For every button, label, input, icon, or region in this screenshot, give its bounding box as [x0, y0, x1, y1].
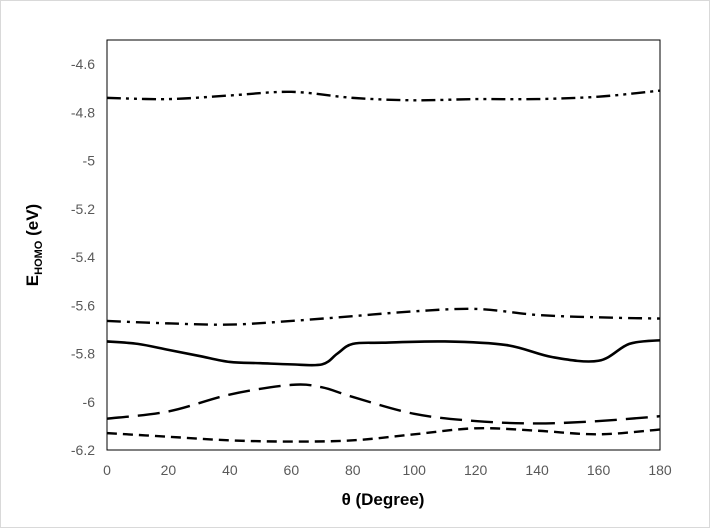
- x-axis-ticks: 0 20 40 60 80 100 120 140 160 180: [103, 462, 672, 478]
- x-tick-label: 40: [222, 462, 238, 478]
- y-axis-title: EHOMO (eV): [23, 204, 45, 286]
- x-axis-title: θ (Degree): [342, 490, 425, 509]
- x-tick-label: 20: [161, 462, 177, 478]
- y-tick-label: -4.8: [71, 104, 95, 120]
- x-tick-label: 160: [587, 462, 611, 478]
- x-tick-label: 140: [525, 462, 549, 478]
- y-tick-label: -5: [83, 153, 96, 169]
- y-axis-title-main: E: [23, 275, 42, 286]
- y-tick-label: -5.8: [71, 346, 95, 362]
- series-line-solid: [106, 338, 661, 367]
- y-tick-label: -6: [83, 394, 96, 410]
- y-axis-title-unit: (eV): [23, 204, 42, 241]
- series-line-dash-dot-dot: [106, 89, 661, 102]
- x-tick-label: 180: [648, 462, 672, 478]
- y-tick-label: -6.2: [71, 442, 95, 458]
- series-line-long-dash: [106, 383, 661, 425]
- y-tick-label: -5.2: [71, 201, 95, 217]
- x-tick-label: 0: [103, 462, 111, 478]
- x-tick-label: 80: [345, 462, 361, 478]
- plot-area: [106, 39, 661, 451]
- series-line-short-dash: [106, 426, 661, 443]
- x-tick-label: 120: [464, 462, 488, 478]
- x-tick-label: 100: [403, 462, 427, 478]
- series-group: [106, 89, 661, 443]
- x-tick-label: 60: [284, 462, 300, 478]
- y-tick-label: -4.6: [71, 56, 95, 72]
- y-axis-ticks: -4.6 -4.8 -5 -5.2 -5.4 -5.6 -5.8 -6 -6.2: [71, 56, 95, 458]
- y-axis-title-sub: HOMO: [33, 240, 45, 275]
- y-tick-label: -5.6: [71, 297, 95, 313]
- y-tick-label: -5.4: [71, 249, 95, 265]
- series-line-dash-dot: [106, 307, 661, 326]
